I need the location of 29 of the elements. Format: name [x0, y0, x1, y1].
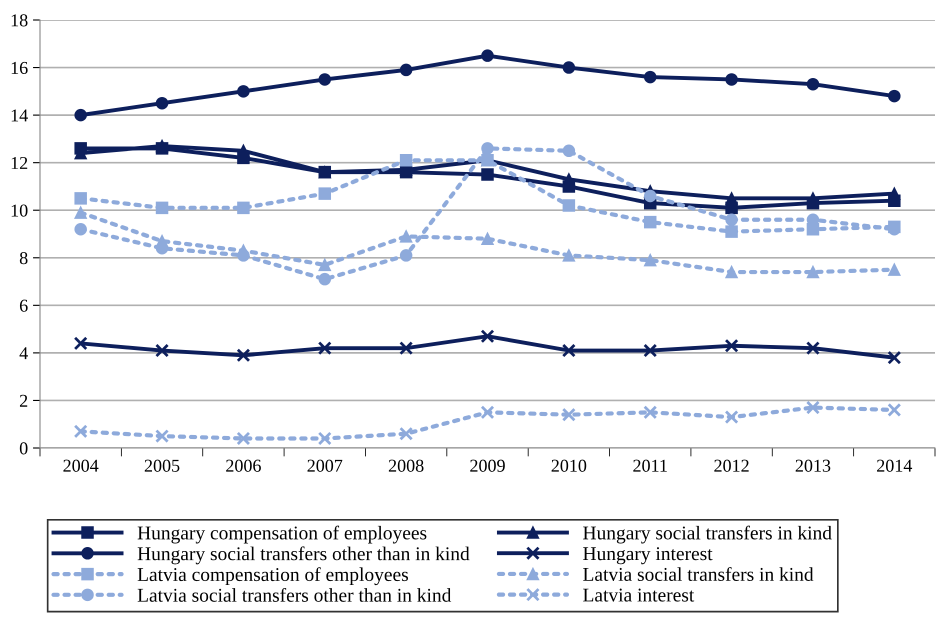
x-tick-label: 2014 — [877, 460, 912, 472]
y-tick-label: 8 — [20, 252, 28, 264]
y-tick-label: 14 — [12, 109, 28, 122]
legend-label: Latvia interest — [583, 588, 694, 602]
x-tick-label: 2011 — [633, 460, 667, 472]
x-tick-label: 2007 — [308, 460, 342, 472]
x-tick-label: 2013 — [796, 460, 830, 472]
x-tick-label: 2012 — [714, 460, 749, 472]
legend-label: Latvia social transfers other than in kind — [138, 588, 452, 602]
x-tick-label: 2005 — [144, 460, 180, 472]
x-tick-label: 2009 — [470, 460, 505, 472]
legend-label: Hungary interest — [583, 547, 713, 564]
y-tick-label: 18 — [12, 14, 28, 26]
legend-label: Hungary compensation of employees — [138, 526, 426, 544]
y-tick-label: 0 — [20, 442, 28, 454]
x-tick-label: 2006 — [226, 460, 261, 472]
x-tick-label: 2010 — [552, 460, 586, 472]
y-tick-label: 6 — [20, 300, 28, 312]
x-tick-label: 2008 — [388, 460, 424, 472]
y-tick-label: 4 — [20, 347, 28, 360]
legend-label: Hungary social transfers in kind — [583, 526, 832, 544]
legend-label: Latvia compensation of employees — [138, 567, 408, 586]
legend-label: Hungary social transfers other than in kind — [138, 546, 470, 564]
y-tick-label: 2 — [20, 394, 28, 407]
legend-label: Latvia social transfers in kind — [583, 567, 814, 581]
x-tick-label: 2004 — [63, 460, 98, 472]
y-tick-label: 16 — [12, 62, 28, 74]
y-tick-label: 10 — [12, 204, 28, 217]
y-tick-label: 12 — [12, 156, 28, 169]
